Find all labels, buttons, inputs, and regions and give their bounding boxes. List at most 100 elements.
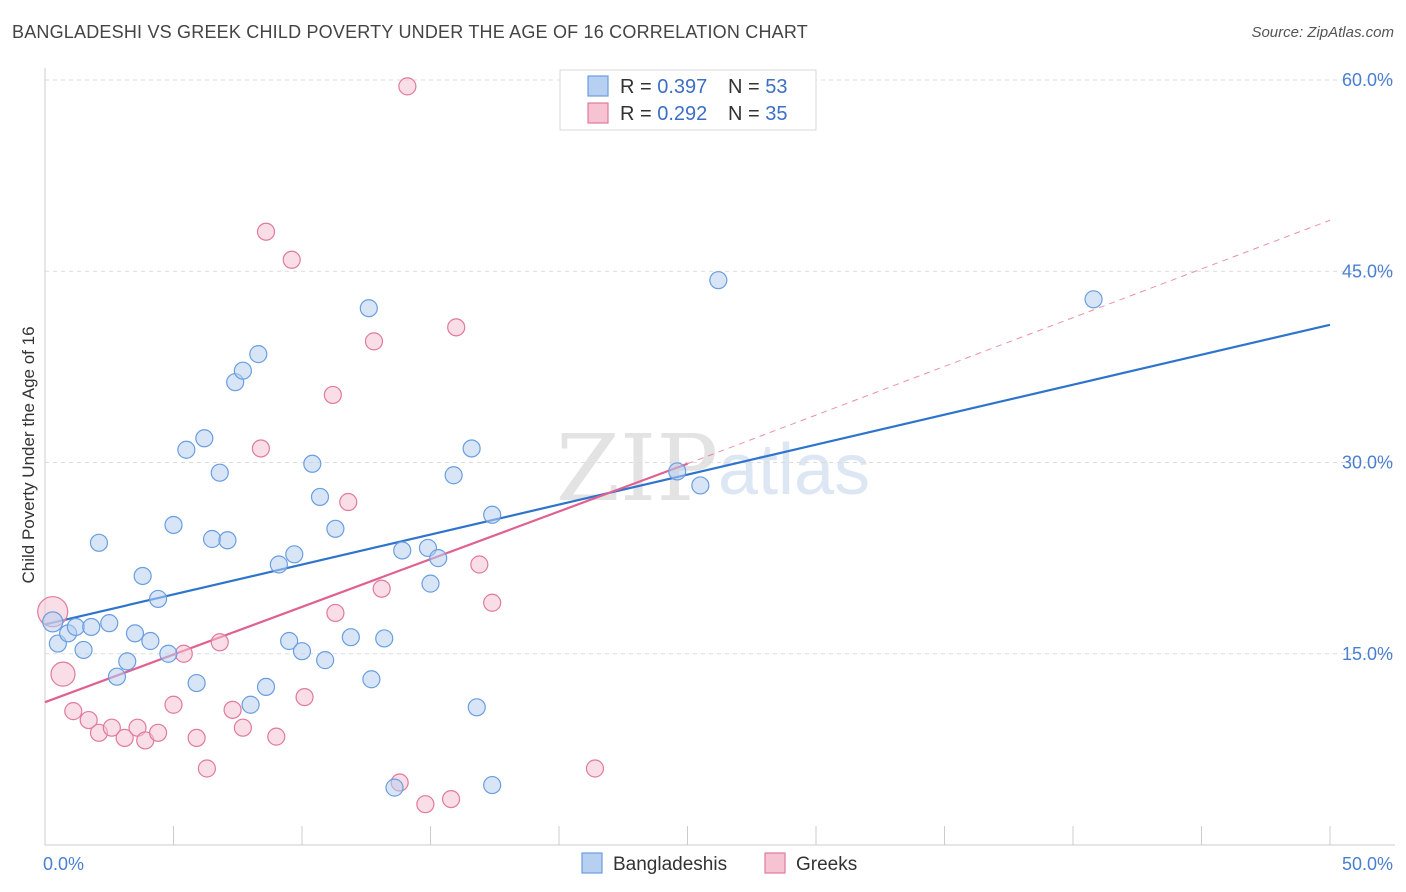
point-bangladeshis bbox=[483, 775, 502, 795]
bottom-legend-label-bangladeshis: Bangladeshis bbox=[613, 854, 727, 875]
legend-r-value-1: 0.397 bbox=[657, 76, 707, 98]
point-greeks bbox=[323, 385, 342, 405]
point-greeks bbox=[251, 439, 270, 458]
point-bangladeshis bbox=[269, 555, 288, 574]
point-bangladeshis bbox=[421, 574, 440, 593]
point-greeks bbox=[164, 695, 183, 714]
legend-box: R = 0.397 N = 53 R = 0.292 N = 35 bbox=[559, 69, 817, 131]
point-greeks bbox=[233, 718, 252, 737]
point-bangladeshis bbox=[668, 462, 687, 481]
point-greeks bbox=[174, 644, 193, 663]
point-bangladeshis bbox=[691, 476, 710, 495]
point-greeks bbox=[210, 633, 229, 652]
point-greeks bbox=[398, 77, 417, 96]
point-bangladeshis bbox=[202, 529, 222, 549]
point-greeks bbox=[372, 579, 391, 598]
legend-n-text-1: N = bbox=[728, 76, 765, 98]
legend-n-value-2: 35 bbox=[765, 103, 787, 125]
watermark-zip: ZIP bbox=[556, 415, 718, 522]
point-bangladeshis bbox=[89, 533, 109, 552]
point-greeks bbox=[483, 593, 502, 612]
point-bangladeshis bbox=[326, 519, 345, 538]
point-bangladeshis bbox=[292, 642, 312, 661]
bottom-legend: Bangladeshis Greeks bbox=[581, 852, 857, 875]
point-bangladeshis bbox=[462, 439, 481, 458]
point-bangladeshis bbox=[467, 698, 486, 717]
point-bangladeshis bbox=[483, 505, 502, 524]
point-bangladeshis bbox=[429, 549, 448, 568]
point-greeks bbox=[326, 603, 345, 623]
point-bangladeshis bbox=[141, 631, 160, 651]
legend-r-value-2: 0.292 bbox=[657, 103, 707, 125]
point-greeks bbox=[223, 700, 242, 719]
point-bangladeshis bbox=[385, 778, 404, 797]
point-bangladeshis bbox=[303, 454, 322, 473]
point-greeks bbox=[282, 250, 301, 269]
point-greeks bbox=[50, 661, 76, 687]
legend-n-label-1: N = 53 bbox=[728, 76, 788, 98]
point-greeks bbox=[339, 492, 358, 512]
point-bangladeshis bbox=[359, 299, 378, 318]
point-bangladeshis bbox=[310, 487, 330, 507]
legend-r-text-2: R = bbox=[620, 103, 657, 125]
point-greeks bbox=[79, 710, 98, 730]
point-greeks bbox=[585, 759, 605, 778]
point-bangladeshis bbox=[164, 515, 183, 535]
chart-title: BANGLADESHI VS GREEK CHILD POVERTY UNDER… bbox=[12, 22, 808, 42]
point-bangladeshis bbox=[148, 589, 168, 609]
point-bangladeshis bbox=[187, 673, 206, 693]
point-bangladeshis bbox=[280, 631, 299, 651]
point-bangladeshis bbox=[233, 361, 252, 380]
x-tick-label-max: 50.0% bbox=[1342, 854, 1393, 874]
source-label: Source: ZipAtlas.com bbox=[1251, 24, 1394, 41]
point-bangladeshis bbox=[159, 644, 178, 663]
point-bangladeshis bbox=[444, 466, 463, 485]
y-tick-label: 60.0% bbox=[1342, 70, 1393, 90]
point-bangladeshis bbox=[118, 652, 137, 671]
point-bangladeshis bbox=[66, 617, 85, 637]
point-greeks bbox=[470, 555, 489, 574]
point-bangladeshis bbox=[1084, 290, 1103, 309]
point-greeks bbox=[115, 728, 134, 748]
legend-n-value-1: 53 bbox=[765, 76, 787, 98]
point-bangladeshis bbox=[74, 640, 93, 660]
point-bangladeshis bbox=[100, 614, 119, 633]
point-bangladeshis bbox=[210, 463, 229, 482]
legend-n-label-2: N = 35 bbox=[728, 103, 788, 125]
point-greeks bbox=[102, 718, 121, 737]
y-tick-label: 45.0% bbox=[1342, 261, 1393, 281]
point-greeks bbox=[447, 318, 466, 337]
point-bangladeshis bbox=[125, 624, 145, 643]
point-bangladeshis bbox=[316, 651, 335, 670]
legend-r-label-2: R = 0.292 bbox=[620, 103, 707, 125]
legend-r-label-1: R = 0.397 bbox=[620, 76, 707, 98]
point-greeks bbox=[187, 728, 206, 748]
point-bangladeshis bbox=[195, 429, 214, 448]
point-greeks bbox=[148, 723, 168, 742]
trend-line-greeks bbox=[44, 462, 688, 704]
point-bangladeshis bbox=[218, 531, 237, 550]
legend-r-text-1: R = bbox=[620, 76, 657, 98]
point-bangladeshis bbox=[249, 345, 268, 364]
point-bangladeshis bbox=[42, 611, 64, 633]
point-greeks bbox=[267, 727, 286, 746]
trend-line-bangladeshis bbox=[44, 323, 1331, 626]
point-bangladeshis bbox=[241, 695, 260, 714]
legend-swatch-blue bbox=[587, 75, 609, 97]
y-tick-label: 15.0% bbox=[1342, 644, 1393, 664]
y-tick-label: 30.0% bbox=[1342, 453, 1393, 473]
point-bangladeshis bbox=[285, 545, 304, 564]
point-greeks bbox=[64, 702, 83, 721]
point-greeks bbox=[295, 687, 314, 707]
bottom-legend-swatch-bangladeshis bbox=[581, 852, 603, 874]
point-bangladeshis bbox=[107, 667, 127, 686]
trend-lines bbox=[44, 219, 1331, 704]
legend-n-text-2: N = bbox=[728, 103, 765, 125]
x-tick-label-min: 0.0% bbox=[43, 854, 84, 874]
legend-swatch-pink bbox=[587, 102, 609, 124]
point-bangladeshis bbox=[375, 629, 394, 648]
point-bangladeshis bbox=[393, 541, 412, 560]
point-greeks bbox=[441, 789, 461, 809]
axes: 15.0% 30.0% 45.0% 60.0% 0.0% 50.0% bbox=[43, 68, 1395, 874]
